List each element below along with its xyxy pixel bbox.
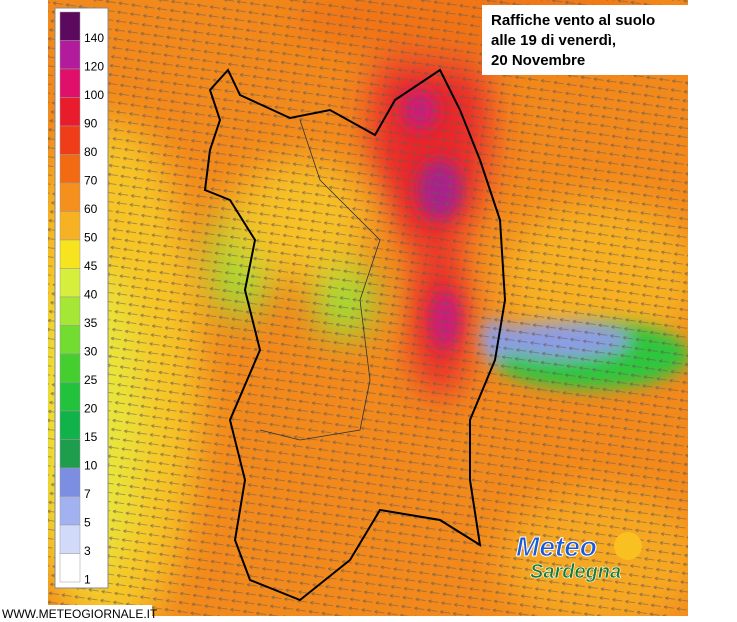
- province-border: [259, 119, 381, 441]
- legend-swatch: [59, 182, 81, 212]
- legend-swatch: [59, 68, 81, 98]
- legend-label: 50: [84, 231, 98, 245]
- legend-label: 100: [84, 88, 104, 102]
- legend-label: 25: [84, 373, 98, 387]
- legend-label: 35: [84, 316, 98, 330]
- footer: WWW.METEOGIORNALE.IT: [0, 605, 158, 622]
- legend-swatch: [59, 97, 81, 127]
- title-box: Raffiche vento al suolo alle 19 di vener…: [482, 5, 688, 75]
- title-line: alle 19 di venerdì,: [491, 32, 616, 49]
- title-line: Raffiche vento al suolo: [491, 12, 655, 29]
- legend-swatch: [59, 325, 81, 355]
- legend-swatch: [59, 40, 81, 70]
- legend-label: 20: [84, 402, 98, 416]
- logo-text: Meteo: [516, 531, 597, 562]
- legend-label: 30: [84, 345, 98, 359]
- legend-label: 15: [84, 430, 98, 444]
- legend-swatch: [59, 439, 81, 469]
- legend-swatch: [59, 211, 81, 241]
- legend-swatch: [59, 382, 81, 412]
- title-line: 20 Novembre: [491, 52, 585, 69]
- legend-label: 120: [84, 60, 104, 74]
- legend-swatch: [59, 11, 81, 41]
- logo-sun: [614, 532, 642, 560]
- legend-swatch: [59, 467, 81, 497]
- legend-label: 3: [84, 544, 91, 558]
- legend-label: 140: [84, 31, 104, 45]
- legend-label: 1: [84, 573, 91, 587]
- logo-text: Sardegna: [530, 561, 621, 583]
- wind-field: [48, 0, 688, 616]
- legend-label: 7: [84, 487, 91, 501]
- legend-label: 90: [84, 117, 98, 131]
- legend-swatch: [59, 268, 81, 298]
- footer-background: [0, 605, 152, 622]
- legend-label: 60: [84, 202, 98, 216]
- legend-swatch: [59, 125, 81, 155]
- legend-swatch: [59, 154, 81, 184]
- logo: Meteo Sardegna: [516, 531, 642, 583]
- legend-swatch: [59, 410, 81, 440]
- legend-swatch: [59, 239, 81, 269]
- legend-swatch: [59, 296, 81, 326]
- title-background: [482, 5, 688, 75]
- footer-text: WWW.METEOGIORNALE.IT: [2, 607, 158, 621]
- sardinia-coastline: [203, 68, 507, 602]
- legend-label: 70: [84, 174, 98, 188]
- legend-swatch: [59, 524, 81, 554]
- legend-label: 80: [84, 145, 98, 159]
- legend-swatch: [59, 496, 81, 526]
- legend-swatch: [59, 353, 81, 383]
- legend-swatch: [59, 553, 81, 583]
- legend-label: 40: [84, 288, 98, 302]
- legend: 140 120 100 90 80 70 60 50 45 40 35 30 25 20 15 10 7 5 3 1: [54, 7, 109, 589]
- legend-label: 45: [84, 259, 98, 273]
- legend-label: 5: [84, 516, 91, 530]
- legend-label: 10: [84, 459, 98, 473]
